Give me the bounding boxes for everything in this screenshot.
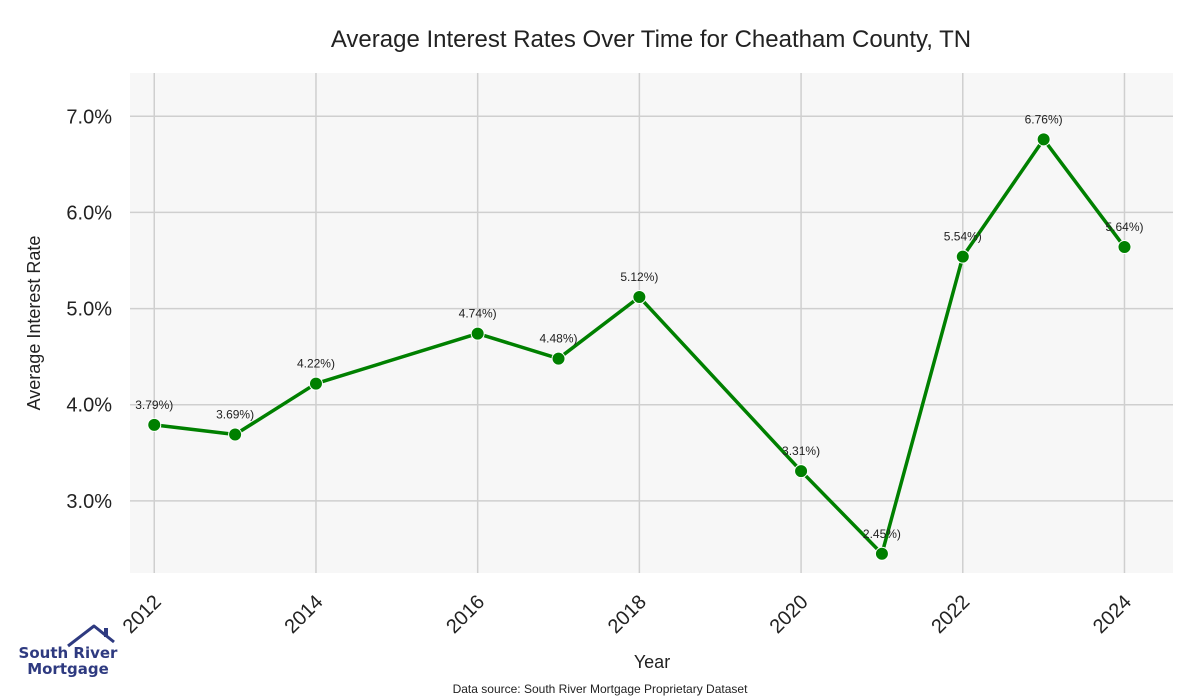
y-tick-labels: 3.0% 4.0% 5.0% 6.0% 7.0% bbox=[66, 106, 112, 513]
data-label-2016: 4.74%) bbox=[459, 307, 497, 321]
x-axis-label: Year bbox=[634, 652, 670, 672]
data-point-2017 bbox=[551, 351, 566, 366]
data-labels: 3.79%) 3.69%) 4.22%) 4.74%) 4.48%) 5.12%) 3.31… bbox=[135, 112, 1143, 540]
data-point-2020 bbox=[794, 464, 809, 479]
data-point-2012 bbox=[147, 417, 162, 432]
x-tick-labels: 2012 2014 2016 2018 2020 2022 2024 bbox=[119, 591, 1136, 638]
logo-line-1: South River bbox=[18, 644, 118, 662]
data-label-2014: 4.22%) bbox=[297, 357, 335, 371]
data-point-2023 bbox=[1036, 132, 1051, 147]
x-gridlines bbox=[153, 73, 1126, 573]
x-tick-label-2016: 2016 bbox=[442, 591, 489, 638]
data-point-2024 bbox=[1117, 240, 1132, 255]
source-note: Data source: South River Mortgage Propri… bbox=[453, 682, 748, 696]
south-river-mortgage-logo: South River Mortgage bbox=[18, 620, 118, 682]
data-label-2022: 5.54%) bbox=[944, 230, 982, 244]
y-gridlines bbox=[130, 115, 1173, 502]
house-roof-icon bbox=[67, 624, 115, 648]
y-tick-label-4: 4.0% bbox=[66, 395, 112, 417]
y-tick-label-3: 3.0% bbox=[66, 491, 112, 513]
series-rate bbox=[147, 132, 1132, 561]
chart-title: Average Interest Rates Over Time for Che… bbox=[331, 26, 971, 53]
x-tick-label-2014: 2014 bbox=[280, 591, 327, 638]
data-label-2012: 3.79%) bbox=[135, 398, 173, 412]
x-tick-label-2012: 2012 bbox=[119, 591, 166, 638]
data-label-2017: 4.48%) bbox=[540, 332, 578, 346]
y-tick-label-5: 5.0% bbox=[66, 299, 112, 321]
data-point-2016 bbox=[470, 326, 485, 341]
data-label-2020: 3.31%) bbox=[782, 444, 820, 458]
data-label-2013: 3.69%) bbox=[216, 408, 254, 422]
x-tick-label-2022: 2022 bbox=[927, 591, 974, 638]
plot-area bbox=[130, 73, 1173, 573]
x-tick-label-2018: 2018 bbox=[604, 591, 651, 638]
logo-line-2: Mortgage bbox=[27, 660, 109, 678]
y-tick-label-6: 6.0% bbox=[66, 202, 112, 224]
y-axis-label: Average Interest Rate bbox=[24, 236, 44, 411]
y-tick-label-7: 7.0% bbox=[66, 106, 112, 128]
data-point-2022 bbox=[955, 249, 970, 264]
data-point-2014 bbox=[308, 376, 323, 391]
data-label-2024: 5.64%) bbox=[1105, 220, 1143, 234]
data-label-2018: 5.12%) bbox=[620, 270, 658, 284]
data-point-2018 bbox=[632, 290, 647, 305]
data-point-2021 bbox=[874, 546, 889, 561]
data-label-2023: 6.76%) bbox=[1025, 112, 1063, 126]
x-tick-label-2024: 2024 bbox=[1089, 591, 1136, 638]
data-point-2013 bbox=[228, 427, 243, 442]
x-tick-label-2020: 2020 bbox=[766, 591, 813, 638]
data-label-2021: 2.45%) bbox=[863, 527, 901, 541]
